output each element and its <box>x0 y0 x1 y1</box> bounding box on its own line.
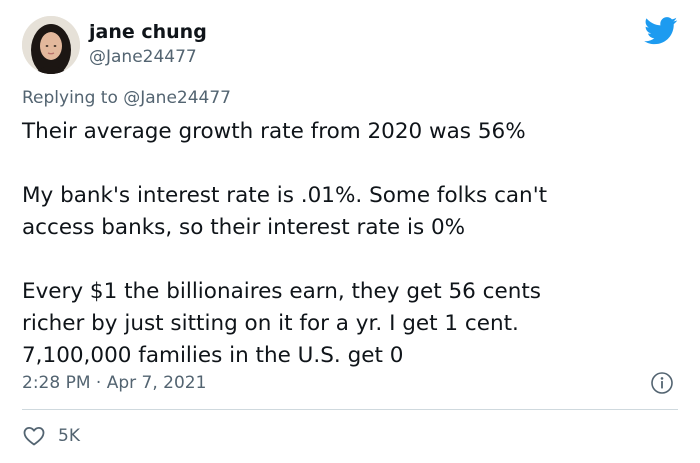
replying-to-label: Replying to <box>22 88 118 108</box>
author-handle[interactable]: @Jane24477 <box>89 47 197 67</box>
reply-mention-link[interactable]: @Jane24477 <box>123 88 231 108</box>
tweet-paragraph: Their average growth rate from 2020 was … <box>22 119 526 144</box>
info-icon[interactable] <box>650 371 674 395</box>
like-count: 5K <box>58 426 80 446</box>
like-button[interactable]: 5K <box>22 424 80 448</box>
avatar[interactable] <box>22 16 80 74</box>
tweet-timestamp[interactable]: 2:28 PM · Apr 7, 2021 <box>22 373 207 393</box>
author-display-name[interactable]: jane chung <box>89 21 207 43</box>
avatar-photo <box>22 16 80 74</box>
divider <box>22 409 678 410</box>
heart-icon <box>23 427 45 446</box>
tweet-paragraph: My bank's interest rate is .01%. Some fo… <box>22 183 548 240</box>
twitter-bird-icon[interactable] <box>644 17 678 45</box>
tweet-paragraph: Every $1 the billionaires earn, they get… <box>22 279 541 368</box>
replying-to: Replying to @Jane24477 <box>22 87 231 109</box>
tweet-text: Their average growth rate from 2020 was … <box>22 116 672 372</box>
